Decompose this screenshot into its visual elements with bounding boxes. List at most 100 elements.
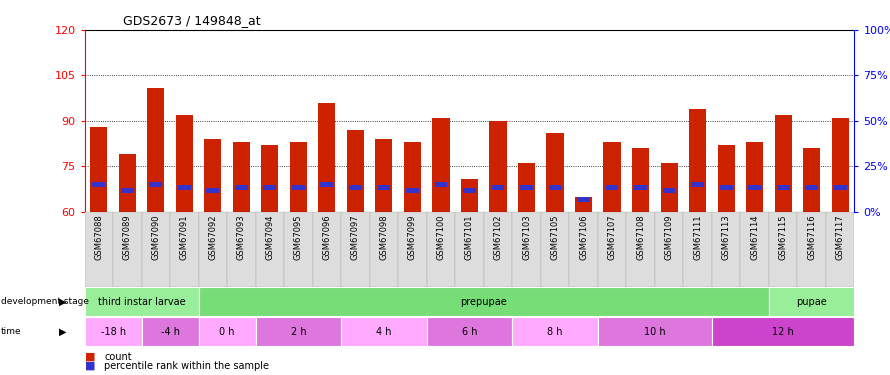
Bar [774, 115, 792, 212]
Bar [404, 142, 421, 212]
Bar [655, 212, 684, 287]
Bar [178, 185, 190, 190]
Text: GSM67114: GSM67114 [750, 214, 759, 260]
Text: GSM67093: GSM67093 [237, 214, 246, 260]
Bar [262, 145, 279, 212]
Bar [319, 103, 336, 212]
Bar [349, 185, 362, 190]
Bar [570, 212, 598, 287]
Bar [406, 188, 419, 194]
Bar [598, 212, 627, 287]
Text: percentile rank within the sample: percentile rank within the sample [104, 361, 269, 370]
Text: ■: ■ [85, 352, 95, 362]
Bar [198, 212, 227, 287]
Bar [748, 185, 761, 190]
Text: GSM67100: GSM67100 [436, 214, 446, 260]
Bar [292, 185, 304, 190]
Bar [198, 318, 255, 346]
Bar [831, 118, 849, 212]
Text: GSM67108: GSM67108 [636, 214, 645, 260]
Text: 10 h: 10 h [644, 327, 666, 337]
Bar [712, 318, 854, 346]
Text: prepupae: prepupae [460, 297, 507, 307]
Bar [461, 178, 478, 212]
Bar [85, 288, 198, 316]
Bar [605, 185, 619, 190]
Bar [426, 318, 513, 346]
Bar [150, 182, 162, 188]
Text: 12 h: 12 h [773, 327, 794, 337]
Bar [717, 145, 734, 212]
Text: GSM67092: GSM67092 [208, 214, 217, 260]
Bar [769, 212, 797, 287]
Text: GSM67102: GSM67102 [493, 214, 503, 260]
Text: GSM67109: GSM67109 [665, 214, 674, 260]
Bar [805, 185, 818, 190]
Bar [206, 188, 219, 194]
Bar [147, 88, 165, 212]
Bar [463, 188, 476, 194]
Bar [484, 212, 513, 287]
Bar [491, 185, 505, 190]
Bar [520, 185, 533, 190]
Text: -4 h: -4 h [160, 327, 180, 337]
Bar [663, 188, 676, 194]
Bar [398, 212, 426, 287]
Bar [142, 318, 198, 346]
Bar [263, 185, 276, 190]
Bar [689, 109, 706, 212]
Text: GSM67107: GSM67107 [608, 214, 617, 260]
Text: GSM67099: GSM67099 [408, 214, 417, 260]
Bar [692, 182, 704, 188]
Bar [513, 212, 541, 287]
Text: GSM67101: GSM67101 [465, 214, 474, 260]
Bar [426, 212, 455, 287]
Bar [312, 212, 341, 287]
Text: GSM67090: GSM67090 [151, 214, 160, 260]
Bar [769, 288, 854, 316]
Bar [518, 164, 535, 212]
Text: GSM67103: GSM67103 [522, 214, 531, 260]
Text: GSM67088: GSM67088 [94, 214, 103, 260]
Bar [490, 121, 506, 212]
Text: GSM67091: GSM67091 [180, 214, 189, 260]
Bar [376, 139, 392, 212]
Bar [170, 212, 198, 287]
Bar [255, 212, 284, 287]
Text: GSM67097: GSM67097 [351, 214, 360, 260]
Bar [513, 318, 598, 346]
Bar [290, 142, 307, 212]
Text: GSM67105: GSM67105 [551, 214, 560, 260]
Bar [455, 212, 484, 287]
Bar [93, 182, 105, 188]
Text: ■: ■ [85, 361, 95, 370]
Text: 6 h: 6 h [462, 327, 477, 337]
Bar [85, 318, 142, 346]
Bar [205, 139, 222, 212]
Bar [90, 127, 108, 212]
Bar [684, 212, 712, 287]
Bar [575, 197, 592, 212]
Bar [320, 182, 334, 188]
Bar [635, 185, 647, 190]
Bar [603, 142, 620, 212]
Bar [113, 212, 142, 287]
Bar [121, 188, 134, 194]
Text: count: count [104, 352, 132, 362]
Text: pupae: pupae [797, 297, 827, 307]
Bar [255, 318, 341, 346]
Bar [632, 148, 649, 212]
Bar [712, 212, 740, 287]
Bar [548, 185, 562, 190]
Bar [347, 130, 364, 212]
Bar [233, 142, 250, 212]
Text: 0 h: 0 h [219, 327, 235, 337]
Bar [577, 197, 590, 202]
Bar [660, 164, 677, 212]
Text: development stage: development stage [1, 297, 89, 306]
Bar [176, 115, 193, 212]
Text: 4 h: 4 h [376, 327, 392, 337]
Bar [803, 148, 821, 212]
Text: time: time [1, 327, 21, 336]
Bar [118, 154, 136, 212]
